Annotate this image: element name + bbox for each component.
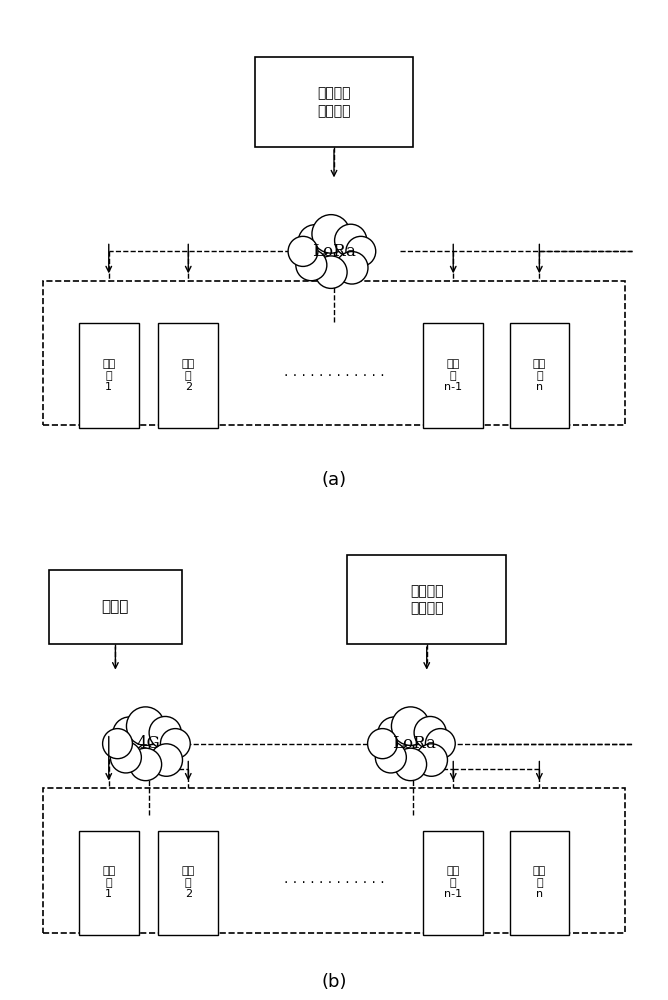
Text: 车联网: 车联网: [102, 599, 129, 614]
FancyBboxPatch shape: [158, 831, 218, 935]
Ellipse shape: [336, 252, 368, 284]
FancyBboxPatch shape: [49, 570, 182, 644]
FancyBboxPatch shape: [424, 323, 483, 428]
Ellipse shape: [312, 215, 350, 253]
Text: 充电
桩
1: 充电 桩 1: [102, 866, 116, 899]
Text: (b): (b): [321, 973, 347, 991]
Ellipse shape: [426, 729, 455, 759]
FancyBboxPatch shape: [347, 555, 506, 644]
FancyBboxPatch shape: [79, 831, 138, 935]
Ellipse shape: [394, 748, 427, 781]
Ellipse shape: [346, 236, 375, 266]
Ellipse shape: [315, 256, 347, 288]
FancyBboxPatch shape: [510, 831, 569, 935]
FancyBboxPatch shape: [158, 323, 218, 428]
Text: 台区智能
融合终端: 台区智能 融合终端: [410, 584, 444, 615]
Ellipse shape: [375, 742, 406, 773]
Text: 充电
桩
n-1: 充电 桩 n-1: [444, 359, 462, 392]
Text: · · · · · · · · · · · ·: · · · · · · · · · · · ·: [284, 369, 384, 383]
Ellipse shape: [113, 717, 146, 751]
Text: 充电
桩
2: 充电 桩 2: [182, 359, 195, 392]
Text: 充电
桩
n-1: 充电 桩 n-1: [444, 866, 462, 899]
FancyBboxPatch shape: [255, 57, 413, 147]
Ellipse shape: [296, 249, 327, 281]
Ellipse shape: [391, 707, 430, 745]
Ellipse shape: [288, 236, 318, 266]
Text: 充电
桩
2: 充电 桩 2: [182, 866, 195, 899]
Text: 充电
桩
n: 充电 桩 n: [533, 866, 546, 899]
Text: · · · · · · · · · · · ·: · · · · · · · · · · · ·: [284, 876, 384, 890]
Ellipse shape: [110, 742, 142, 773]
Text: 台区智能
融合终端: 台区智能 融合终端: [317, 87, 351, 118]
Ellipse shape: [150, 744, 182, 776]
Text: LoRa: LoRa: [391, 735, 436, 752]
Bar: [43, 281, 625, 425]
FancyBboxPatch shape: [424, 831, 483, 935]
Ellipse shape: [298, 225, 331, 258]
Ellipse shape: [377, 717, 411, 751]
Bar: [43, 788, 625, 933]
Text: 充电
桩
n: 充电 桩 n: [533, 359, 546, 392]
Ellipse shape: [335, 224, 367, 257]
Ellipse shape: [415, 744, 448, 776]
Text: (a): (a): [321, 471, 347, 489]
FancyBboxPatch shape: [510, 323, 569, 428]
Text: 4G: 4G: [137, 735, 160, 752]
Ellipse shape: [160, 729, 190, 759]
Ellipse shape: [414, 716, 446, 749]
Ellipse shape: [149, 716, 181, 749]
Ellipse shape: [103, 729, 132, 759]
Text: LoRa: LoRa: [312, 243, 356, 260]
Ellipse shape: [126, 707, 164, 745]
Ellipse shape: [130, 748, 162, 781]
Text: 充电
桩
1: 充电 桩 1: [102, 359, 116, 392]
FancyBboxPatch shape: [79, 323, 138, 428]
Ellipse shape: [367, 729, 397, 759]
